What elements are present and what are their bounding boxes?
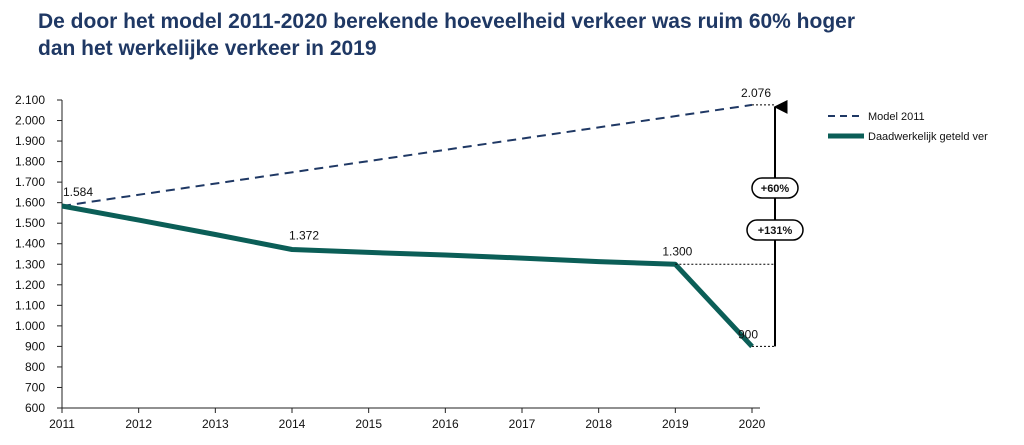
y-tick-label: 1.500: [15, 216, 45, 230]
x-tick-label: 2015: [355, 417, 382, 431]
x-tick-label: 2011: [49, 417, 75, 431]
x-tick-label: 2018: [585, 417, 612, 431]
y-tick-label: 1.200: [15, 278, 45, 292]
data-label: 1.372: [289, 228, 319, 242]
x-tick-label: 2013: [202, 417, 229, 431]
legend: Model 2011 Daadwerkelijk geteld ver: [828, 111, 988, 143]
legend-label-model: Model 2011: [868, 111, 925, 123]
pct-60-badge: [751, 177, 799, 199]
legend-label-actual: Daadwerkelijk geteld ver: [868, 131, 988, 143]
x-tick-label: 2020: [739, 417, 766, 431]
data-label-layer: 1.584 1.372 1.300 900 2.076: [63, 86, 771, 341]
y-tick-label: 700: [25, 380, 45, 394]
pct-60-label: +60%: [761, 183, 790, 195]
chart-title-line1: De door het model 2011-2020 berekende ho…: [38, 10, 856, 33]
data-label: 1.584: [63, 185, 93, 199]
chart-title: De door het model 2011-2020 berekende ho…: [38, 8, 1018, 62]
y-tick-label: 1.100: [15, 298, 45, 312]
y-tick-label: 1.000: [15, 319, 45, 333]
y-tick-label: 2.000: [15, 114, 45, 128]
y-tick-label: 1.400: [15, 237, 45, 251]
x-tick-label: 2019: [662, 417, 689, 431]
x-tick-label: 2017: [509, 417, 536, 431]
y-tick-label: 800: [25, 360, 45, 374]
annotation-layer: +60% +131%: [675, 99, 804, 347]
chart-title-line2: dan het werkelijke verkeer in 2019: [38, 37, 377, 60]
y-tick-label: 1.800: [15, 155, 45, 169]
y-tick-label: 1.600: [15, 196, 45, 210]
pct-131-badge: [746, 219, 804, 241]
axes: 600 700 800 900 1.000 1.100 1.200 1.300 1.400 1.5…: [15, 93, 766, 431]
model-2011-line: [61, 103, 753, 207]
pct-131-label: +131%: [758, 225, 793, 237]
x-tick-label: 2014: [279, 417, 306, 431]
y-tick-label: 1.900: [15, 134, 45, 148]
y-tick-label: 900: [25, 339, 45, 353]
data-label: 2.076: [741, 86, 771, 100]
data-label: 900: [738, 327, 758, 341]
x-tick-label: 2016: [432, 417, 459, 431]
actual-traffic-line: [61, 203, 754, 349]
y-tick-label: 1.700: [15, 175, 45, 189]
data-label: 1.300: [662, 244, 692, 258]
y-tick-label: 1.300: [15, 257, 45, 271]
y-tick-label: 2.100: [15, 93, 45, 107]
y-tick-label: 600: [25, 401, 45, 415]
series-layer: [61, 103, 754, 349]
x-tick-label: 2012: [125, 417, 152, 431]
